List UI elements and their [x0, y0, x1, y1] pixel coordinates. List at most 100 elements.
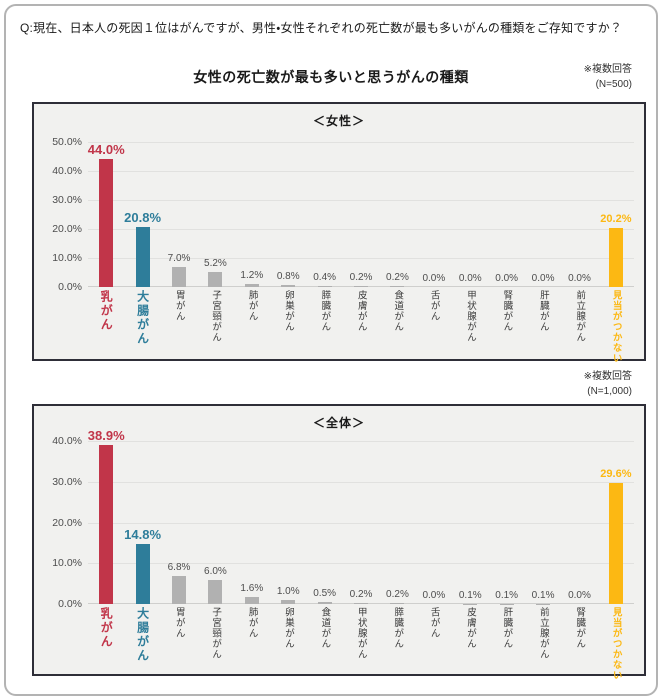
bar-value-label: 7.0%	[167, 252, 191, 264]
plot-area: 38.9% 14.8% 6.8% 6.0% 1.6% 1.0% 0.5% 0.2% 0.2% 0.…	[88, 429, 634, 604]
chart-panel-title-total: ＜全体＞	[312, 416, 365, 430]
x-label-cell: 乳がん	[88, 290, 124, 364]
bar	[317, 285, 332, 287]
bar-value-label: 0.1%	[495, 589, 519, 601]
chart-total: ＜全体＞ 0.0% 10.0% 20.0% 30.0% 40.0% 38.9% 14.8%…	[32, 404, 646, 681]
plot-row: 0.0% 10.0% 20.0% 30.0% 40.0% 50.0% 44.0% 20.8%…	[34, 136, 644, 293]
survey-question-text: Q:現在、日本人の死因１位はがんですが、男性・女性それぞれの死亡数が最も多いがん…	[20, 21, 623, 35]
note-label: ※複数回答	[583, 64, 632, 75]
bar-column: 0.1%	[488, 441, 524, 604]
x-axis-labels: 乳がん 大腸がん 胃がん 子宮頸がん 肺がん 卵巣がん 食道がん 甲状腺がん 膵臓がん 舌がん 皮膚…	[88, 607, 634, 681]
y-tick-label: 20.0%	[52, 223, 82, 235]
x-label-cell: 見当がつかない	[598, 290, 634, 364]
x-category-label: 大腸がん	[135, 290, 150, 346]
x-category-label: 舌がん	[428, 290, 440, 322]
x-label-cell: 舌がん	[416, 607, 452, 681]
x-label-cell: 前立腺がん	[525, 607, 561, 681]
x-category-label: 前立腺がん	[537, 607, 549, 660]
x-category-label: 乳がん	[99, 290, 114, 332]
bar	[281, 284, 296, 287]
bar-column: 20.2%	[598, 142, 634, 287]
x-category-label: 胃がん	[173, 607, 185, 639]
bar-column: 0.8%	[270, 142, 306, 287]
x-category-label: 舌がん	[428, 607, 440, 639]
y-tick-label: 10.0%	[52, 252, 82, 264]
bar-value-label: 5.2%	[204, 257, 227, 269]
bar	[354, 603, 369, 604]
x-category-label: 食道がん	[392, 290, 404, 332]
bar	[244, 283, 259, 287]
x-label-cell: 食道がん	[379, 290, 415, 364]
bar	[390, 286, 405, 287]
bar	[608, 483, 623, 604]
y-tick-label: 40.0%	[52, 435, 82, 447]
x-category-label: 乳がん	[99, 607, 114, 649]
x-category-label: 卵巣がん	[282, 607, 294, 649]
bar	[608, 228, 623, 287]
x-label-cell: 皮膚がん	[343, 290, 379, 364]
bar	[281, 599, 296, 604]
x-category-label: 膵臓がん	[392, 607, 404, 649]
x-label-cell: 卵巣がん	[270, 607, 306, 681]
x-category-label: 甲状腺がん	[355, 607, 367, 660]
bar-column: 0.5%	[306, 441, 342, 604]
bar-value-label: 38.9%	[87, 428, 125, 444]
gridline	[88, 563, 634, 565]
bar-value-label: 0.1%	[458, 589, 482, 601]
bar-column: 0.1%	[452, 441, 488, 604]
bar-value-label: 44.0%	[87, 142, 125, 158]
x-category-label: 肺がん	[246, 290, 258, 322]
x-category-label: 腎臓がん	[574, 607, 586, 649]
x-label-cell: 食道がん	[306, 607, 342, 681]
page-title: 女性の死亡数が最も多いと思うがんの種類	[193, 69, 469, 85]
x-category-label: 胃がん	[173, 290, 185, 322]
bar-column: 0.0%	[561, 441, 597, 604]
x-category-label: 食道がん	[319, 607, 331, 649]
x-label-cell: 子宮頸がん	[197, 607, 233, 681]
bar-column: 0.0%	[488, 142, 524, 287]
x-label-cell: 腎臓がん	[561, 607, 597, 681]
bar-column: 0.0%	[416, 441, 452, 604]
bar-column: 0.2%	[343, 142, 379, 287]
bar-value-label: 0.0%	[422, 273, 446, 284]
x-label-cell: 甲状腺がん	[452, 290, 488, 364]
x-label-cell: 腎臓がん	[488, 290, 524, 364]
gridline	[88, 258, 634, 259]
x-label-cell: 膵臓がん	[306, 290, 342, 364]
chart-panel-title-women: ＜女性＞	[312, 114, 365, 128]
bar-column: 38.9%	[88, 429, 125, 604]
y-tick-label: 50.0%	[52, 136, 82, 148]
bar-value-label: 20.8%	[124, 209, 162, 225]
bar-value-label: 0.1%	[531, 589, 555, 601]
bar-value-label: 0.0%	[568, 590, 591, 601]
bar-value-label: 1.6%	[240, 583, 264, 595]
x-label-cell: 皮膚がん	[452, 607, 488, 681]
bar-value-label: 0.4%	[313, 271, 337, 283]
bar-column: 1.0%	[270, 441, 306, 604]
bar-column: 44.0%	[87, 142, 125, 287]
gridline	[88, 481, 634, 483]
bar-column: 0.0%	[561, 142, 597, 287]
x-label-cell: 大腸がん	[124, 290, 160, 364]
bar-value-label: 0.8%	[276, 270, 300, 282]
y-tick-label: 40.0%	[52, 165, 82, 177]
bar-column: 5.2%	[197, 142, 233, 287]
x-label-cell: 肺がん	[234, 290, 270, 364]
bar-column: 14.8%	[124, 441, 161, 604]
x-label-cell: 胃がん	[161, 607, 197, 681]
bar	[244, 597, 259, 604]
x-axis-labels: 乳がん 大腸がん 胃がん 子宮頸がん 肺がん 卵巣がん 膵臓がん 皮膚がん 食道がん 舌がん 甲状腺…	[88, 290, 634, 364]
bar-column: 7.0%	[161, 142, 197, 287]
bar	[99, 159, 114, 287]
bar-value-label: 29.6%	[600, 468, 632, 481]
bar	[390, 603, 405, 604]
x-category-label: 見当がつかない	[610, 290, 622, 364]
x-category-label: 前立腺がん	[574, 290, 586, 343]
bar-column: 6.0%	[197, 441, 233, 604]
bar-value-label: 1.2%	[240, 269, 264, 281]
bar	[208, 271, 223, 287]
gridline	[88, 441, 634, 442]
bars-row: 44.0% 20.8% 7.0% 5.2% 1.2% 0.8% 0.4% 0.2% 0.2% 0.…	[88, 142, 634, 287]
bar	[172, 266, 187, 287]
